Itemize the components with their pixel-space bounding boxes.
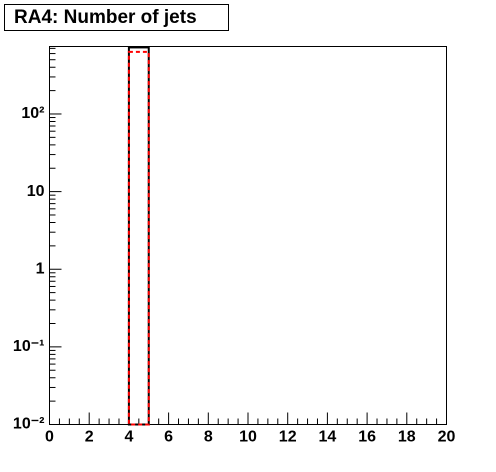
x-tick-label: 4 — [124, 429, 133, 446]
title-box — [4, 4, 229, 31]
chart-title: RA4: Number of jets — [14, 7, 197, 28]
x-tick-label: 12 — [279, 429, 297, 446]
y-tick-label: 10⁻² — [13, 416, 45, 433]
x-tick-label: 16 — [358, 429, 376, 446]
y-tick-label: 10 — [27, 183, 45, 200]
x-tick-label: 10 — [239, 429, 257, 446]
x-tick-label: 18 — [398, 429, 416, 446]
y-tick-label: 1 — [36, 260, 45, 277]
y-tick-label: 10⁻¹ — [13, 338, 45, 355]
x-tick-label: 6 — [164, 429, 173, 446]
x-tick-label: 20 — [438, 429, 456, 446]
x-tick-label: 8 — [204, 429, 213, 446]
y-tick-label: 10² — [21, 105, 44, 122]
x-tick-label: 0 — [45, 429, 54, 446]
x-tick-label: 2 — [85, 429, 94, 446]
x-tick-label: 14 — [319, 429, 337, 446]
histogram-bin — [127, 50, 150, 426]
